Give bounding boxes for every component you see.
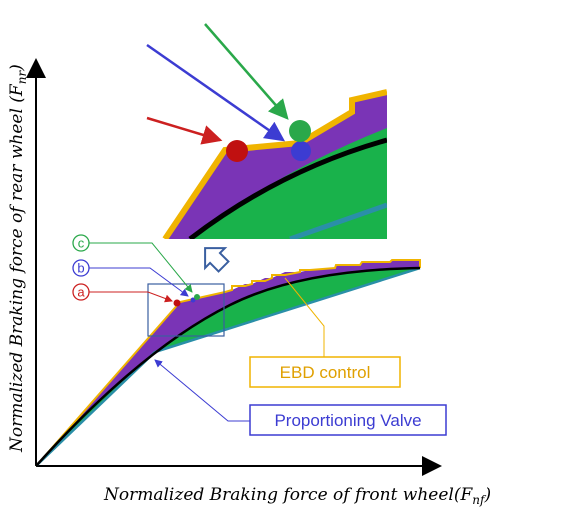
ebd-line — [35, 259, 421, 467]
zoom-up-arrow-icon — [204, 247, 230, 273]
point-a — [173, 299, 181, 307]
marker-c-letter: c — [78, 236, 85, 251]
marker-a: a — [72, 283, 173, 303]
pv-callout: Proportioning Valve — [154, 359, 447, 436]
marker-a-letter: a — [77, 285, 85, 300]
zoom-arrow-green — [204, 23, 289, 120]
zoom-arrow-red — [146, 116, 223, 145]
ideal-curve — [35, 266, 421, 467]
marker-b: b — [72, 259, 189, 297]
zoom-point-c — [289, 120, 311, 142]
zoom-ebd-line — [162, 89, 387, 239]
x-axis-label: Normalized Braking force of front wheel(… — [103, 485, 491, 507]
point-c — [194, 294, 200, 300]
point-b — [190, 297, 196, 303]
zoom-point-b — [291, 141, 311, 161]
zoom-arrow-blue — [146, 43, 286, 142]
ebd-purple-region — [36, 260, 420, 466]
main-plot — [26, 58, 442, 476]
zoom-pv-line — [289, 202, 387, 239]
ideal-green-region — [36, 268, 420, 466]
proportioning-valve-label: Proportioning Valve — [274, 411, 421, 430]
marker-b-letter: b — [77, 261, 84, 276]
ebd-control-label: EBD control — [280, 363, 371, 382]
zoom-inset — [146, 23, 387, 239]
ebd-callout: EBD control — [249, 277, 401, 388]
zoom-ideal-curve — [188, 137, 387, 239]
zoom-point-a — [226, 140, 248, 162]
y-axis-label: Normalized Braking force of rear wheel (… — [7, 64, 29, 453]
marker-c: c — [72, 234, 193, 293]
